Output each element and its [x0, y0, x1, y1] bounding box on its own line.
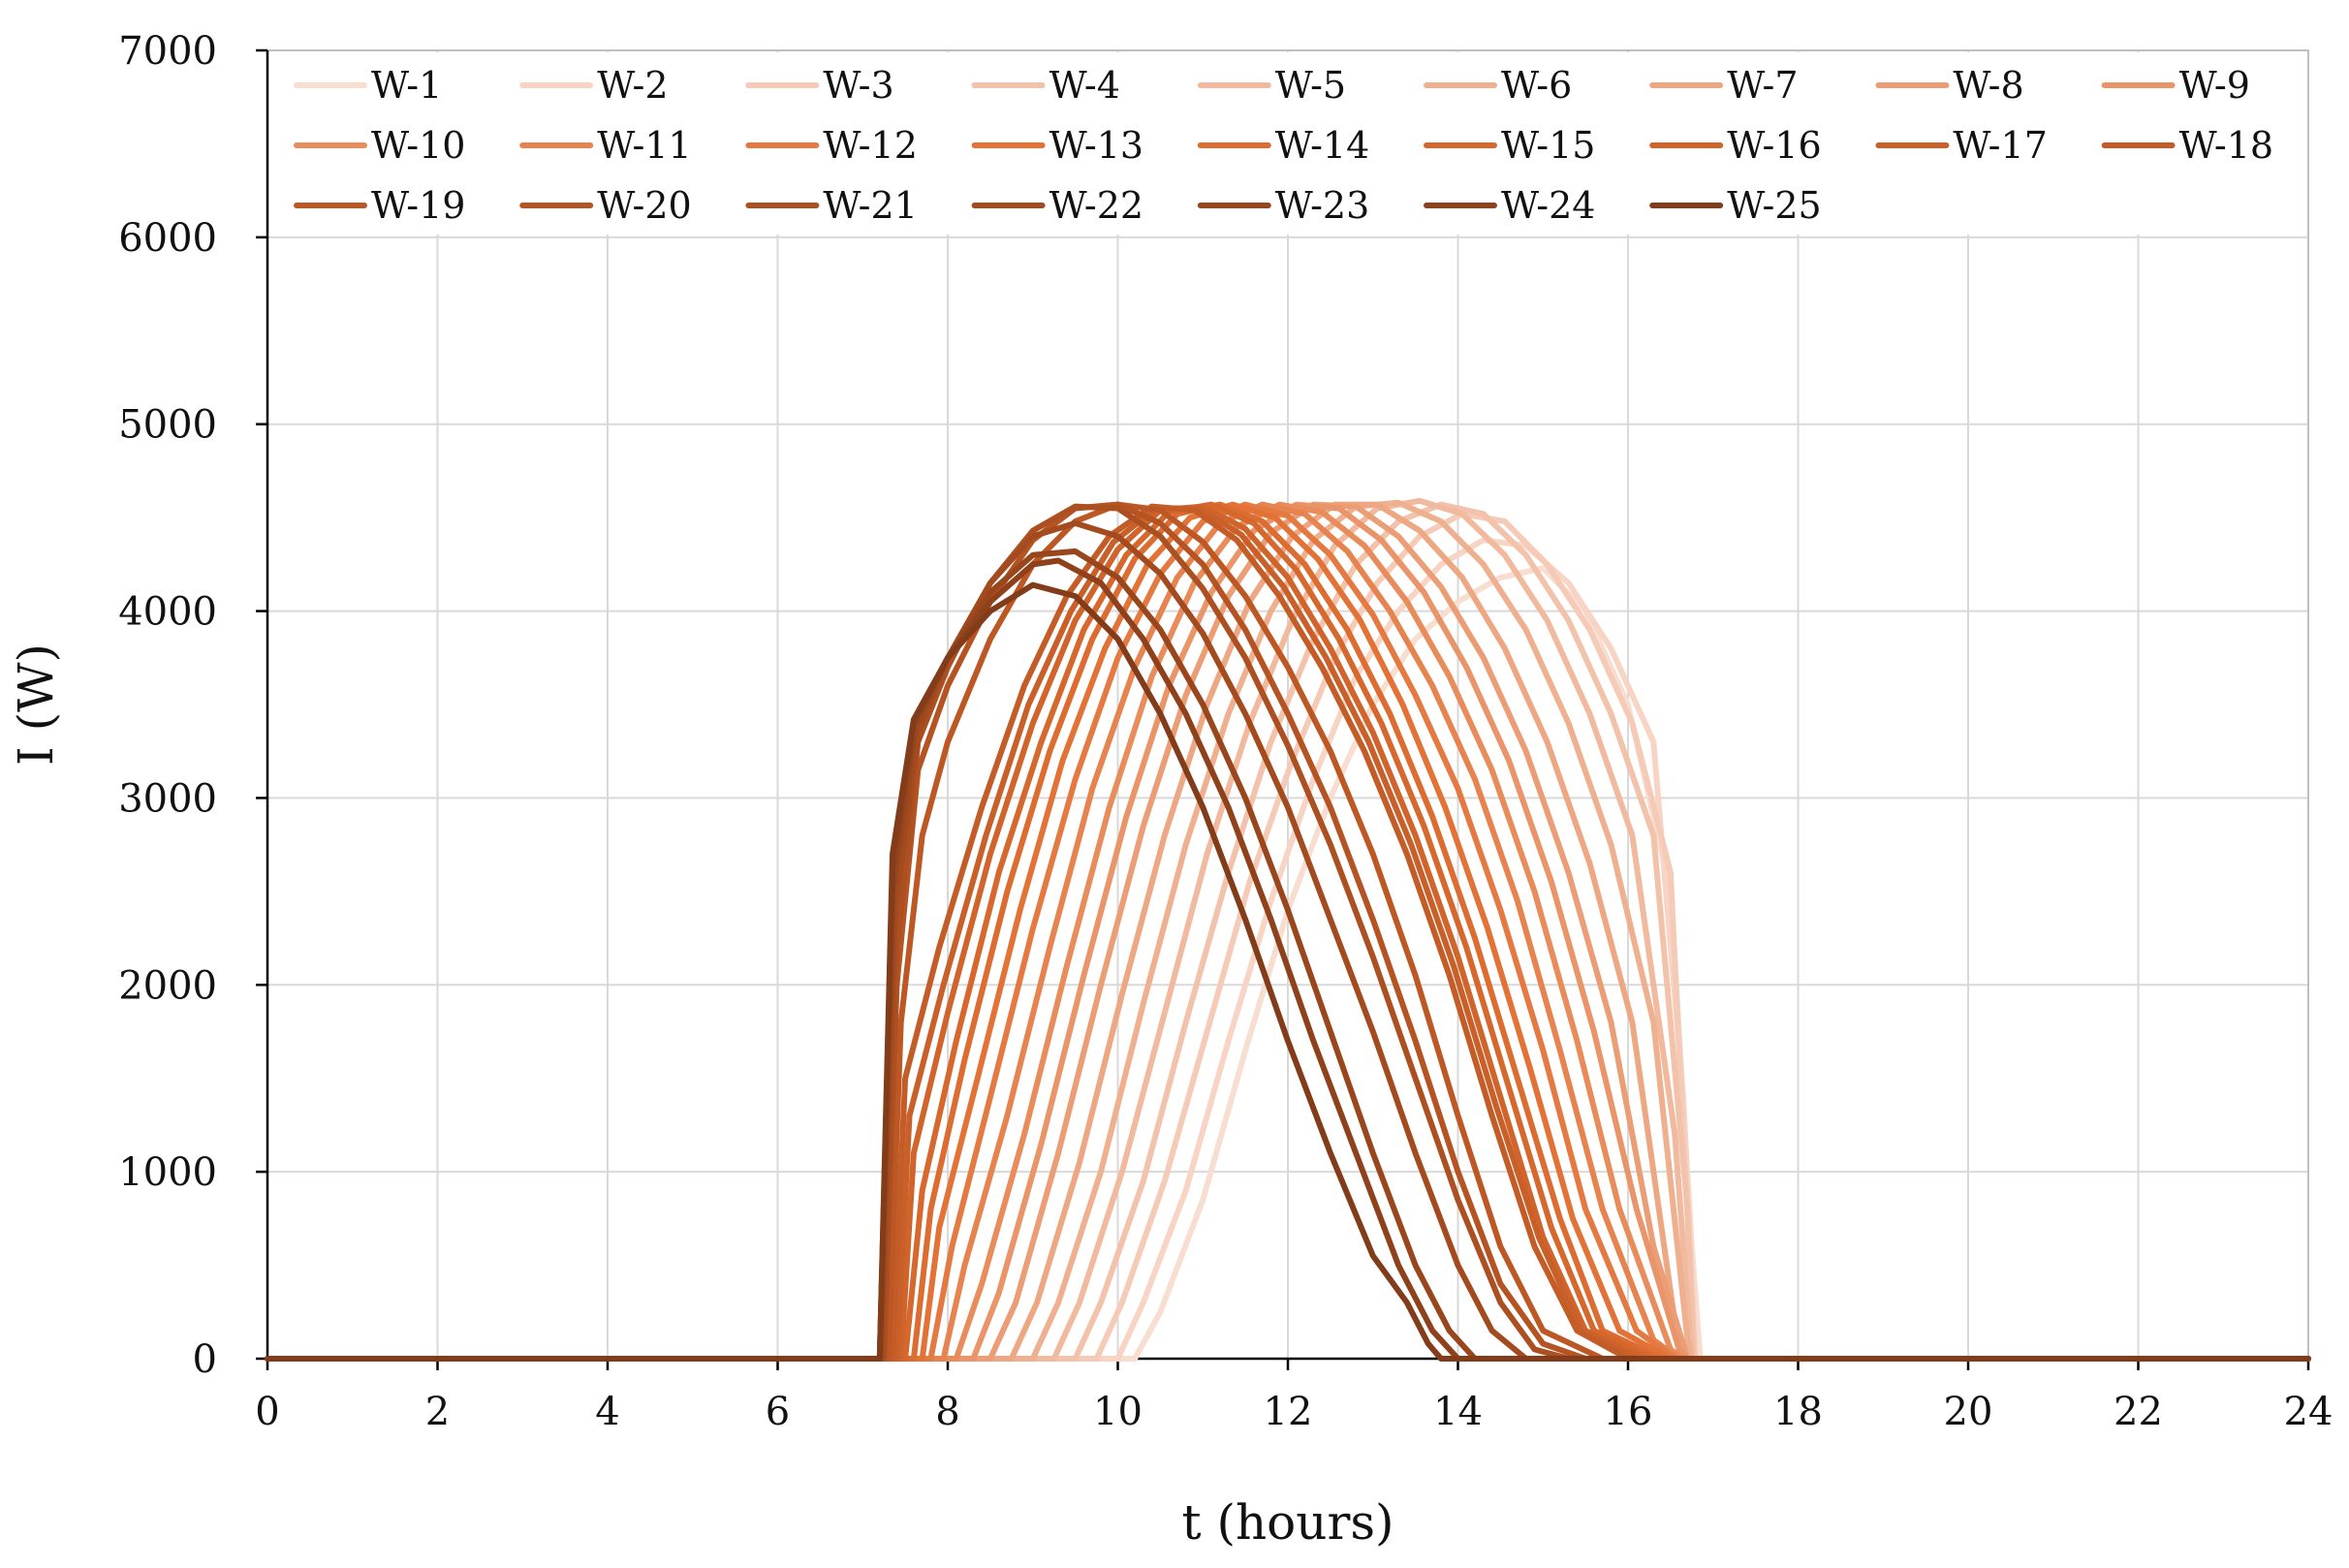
series-line-w-19	[265, 501, 2311, 1362]
legend-box	[269, 52, 2306, 235]
series-line-w-18	[265, 503, 2311, 1362]
series-line-w-9	[265, 501, 2311, 1362]
y-tick-label: 6000	[118, 216, 217, 261]
x-tick-label: 20	[1944, 1390, 1993, 1434]
series-line-w-17	[265, 505, 2311, 1362]
series-line-w-4	[265, 501, 2311, 1362]
legend-label-w-20: W-20	[597, 184, 692, 227]
y-axis-title: I (W)	[8, 643, 64, 766]
y-tick-label: 2000	[118, 963, 217, 1008]
y-tick-label: 3000	[118, 776, 217, 821]
x-tick-label: 8	[935, 1390, 959, 1434]
legend-label-w-11: W-11	[597, 124, 692, 167]
series-line-w-15	[265, 501, 2311, 1362]
legend-label-w-15: W-15	[1501, 124, 1596, 167]
legend-label-w-24: W-24	[1501, 184, 1596, 227]
legend-label-w-3: W-3	[823, 64, 893, 107]
x-tick-label: 14	[1433, 1390, 1483, 1434]
legend-label-w-2: W-2	[597, 64, 668, 107]
y-tick-label: 0	[193, 1337, 217, 1382]
legend-label-w-25: W-25	[1727, 184, 1822, 227]
legend-label-w-22: W-22	[1049, 184, 1144, 227]
legend-label-w-16: W-16	[1727, 124, 1822, 167]
legend-label-w-10: W-10	[371, 124, 466, 167]
legend-label-w-1: W-1	[371, 64, 442, 107]
series-line-w-25	[265, 581, 2311, 1362]
series-line-w-10	[265, 501, 2311, 1362]
legend-label-w-12: W-12	[823, 124, 918, 167]
legend-label-w-18: W-18	[2179, 124, 2274, 167]
series-line-w-5	[265, 497, 2311, 1362]
series-line-w-13	[265, 501, 2311, 1362]
legend: W-1 W-2 W-3 W-4 W-5 W-6 W-7 W-8 W-9 W-10 W-11 W-12 W…	[269, 52, 2306, 235]
x-tick-label: 4	[595, 1390, 619, 1434]
x-tick-label: 18	[1773, 1390, 1823, 1434]
legend-label-w-5: W-5	[1275, 64, 1346, 107]
x-tick-label: 10	[1093, 1390, 1143, 1434]
legend-label-w-9: W-9	[2179, 64, 2250, 107]
legend-label-w-4: W-4	[1049, 64, 1120, 107]
x-tick-label: 6	[766, 1390, 790, 1434]
y-tick-label: 5000	[118, 403, 217, 448]
series-line-w-20	[265, 501, 2311, 1362]
y-tick-label: 1000	[118, 1150, 217, 1195]
x-tick-label: 2	[425, 1390, 450, 1434]
legend-label-w-13: W-13	[1049, 124, 1144, 167]
legend-label-w-23: W-23	[1275, 184, 1370, 227]
x-tick-label: 12	[1264, 1390, 1313, 1434]
series-line-w-22	[265, 519, 2311, 1362]
series-line-w-16	[265, 503, 2311, 1362]
tick-labels: 0 2 4 6 8 10 12 14 16 18 20 22 240100020003000400050…	[118, 29, 2333, 1434]
legend-label-w-19: W-19	[371, 184, 466, 227]
y-tick-label: 7000	[118, 29, 217, 74]
legend-label-w-6: W-6	[1501, 64, 1572, 107]
legend-label-w-14: W-14	[1275, 124, 1370, 167]
legend-label-w-7: W-7	[1727, 64, 1798, 107]
x-tick-label: 22	[2114, 1390, 2163, 1434]
series-lines	[265, 497, 2311, 1362]
series-line-w-12	[265, 501, 2311, 1362]
legend-label-w-8: W-8	[1953, 64, 2023, 107]
y-tick-label: 4000	[118, 590, 217, 635]
x-axis-title: t (hours)	[1181, 1494, 1394, 1551]
series-line-w-21	[265, 503, 2311, 1362]
series-line-w-14	[265, 501, 2311, 1362]
legend-label-w-17: W-17	[1953, 124, 2047, 167]
x-tick-label: 0	[255, 1390, 279, 1434]
x-tick-label: 24	[2284, 1390, 2333, 1434]
series-line-w-11	[265, 501, 2311, 1362]
legend-label-w-21: W-21	[823, 184, 918, 227]
x-tick-label: 16	[1604, 1390, 1653, 1434]
